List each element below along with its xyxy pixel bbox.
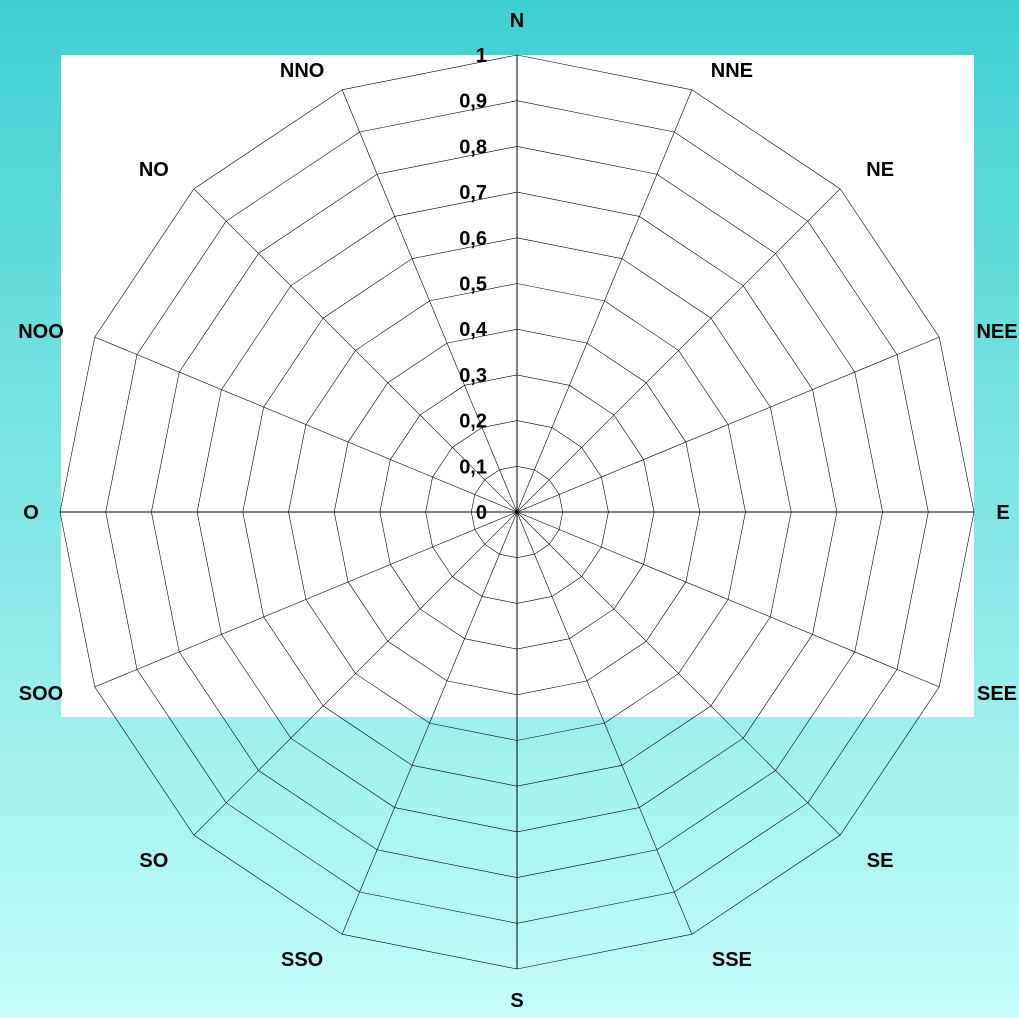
tick-label: 0,3 bbox=[459, 365, 487, 387]
direction-label-N: N bbox=[510, 10, 524, 32]
spoke-SE bbox=[516, 511, 841, 836]
spoke-SSE bbox=[516, 511, 693, 935]
tick-label: 0,2 bbox=[459, 411, 487, 433]
spoke-SEE bbox=[516, 511, 940, 688]
spoke-NNE bbox=[516, 89, 693, 513]
direction-label-NOO: NOO bbox=[18, 321, 64, 343]
spoke-NO bbox=[193, 188, 518, 513]
direction-label-NO: NO bbox=[139, 159, 169, 181]
direction-label-SO: SO bbox=[139, 850, 168, 872]
direction-label-NNO: NNO bbox=[280, 60, 324, 82]
direction-label-SEE: SEE bbox=[977, 683, 1017, 705]
tick-label: 0,4 bbox=[459, 319, 488, 341]
tick-label: 0,5 bbox=[459, 274, 487, 296]
direction-label-O: O bbox=[23, 502, 39, 524]
spoke-SOO bbox=[94, 511, 518, 688]
direction-label-S: S bbox=[510, 990, 523, 1012]
direction-label-SE: SE bbox=[867, 850, 894, 872]
direction-label-E: E bbox=[996, 502, 1009, 524]
tick-label: 0,9 bbox=[459, 91, 487, 113]
spoke-NE bbox=[516, 188, 841, 513]
spoke-SO bbox=[193, 511, 518, 836]
direction-label-SOO: SOO bbox=[19, 683, 63, 705]
tick-label: 1 bbox=[476, 45, 487, 67]
radial-tick-labels: 0 0,1 0,2 0,3 0,4 0,5 0,6 0,7 0,8 0,9 1 bbox=[459, 45, 488, 524]
tick-label: 0,1 bbox=[459, 456, 487, 478]
spoke-NEE bbox=[516, 336, 940, 513]
direction-label-NEE: NEE bbox=[976, 321, 1017, 343]
grid-spokes bbox=[60, 55, 974, 969]
direction-label-NE: NE bbox=[866, 159, 894, 181]
direction-labels: N NNE NE NEE E SEE SE SSE S SSO SO SOO O NOO NO NNO bbox=[18, 10, 1017, 1012]
direction-label-NNE: NNE bbox=[711, 60, 753, 82]
direction-label-SSE: SSE bbox=[712, 949, 752, 971]
tick-label: 0,7 bbox=[459, 182, 487, 204]
spoke-SSO bbox=[341, 511, 518, 935]
tick-label: 0 bbox=[476, 502, 487, 524]
spoke-NNO bbox=[341, 89, 518, 513]
tick-label: 0,6 bbox=[459, 228, 487, 250]
tick-label: 0,8 bbox=[459, 136, 487, 158]
direction-label-SSO: SSO bbox=[281, 949, 323, 971]
spoke-NOO bbox=[94, 336, 518, 513]
